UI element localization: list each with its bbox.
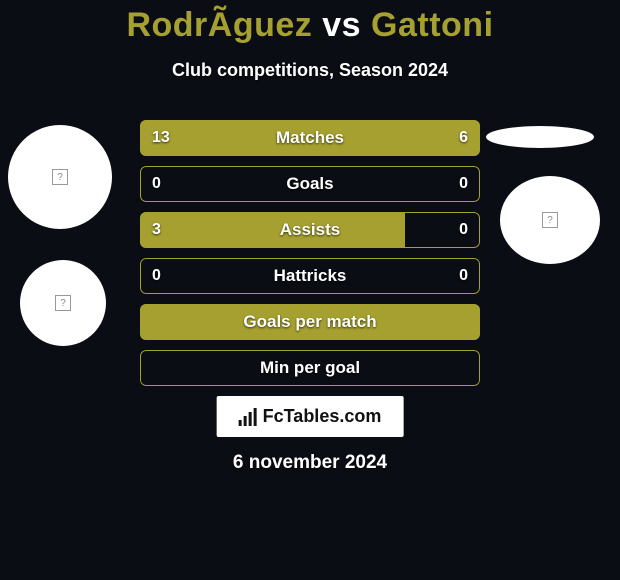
- stat-value-left: 13: [152, 120, 170, 156]
- stat-label: Min per goal: [140, 350, 480, 386]
- stat-label: Matches: [140, 120, 480, 156]
- subtitle: Club competitions, Season 2024: [0, 60, 620, 81]
- stat-value-left: 0: [152, 166, 161, 202]
- stat-value-right: 0: [459, 212, 468, 248]
- stat-value-left: 0: [152, 258, 161, 294]
- stat-value-left: 3: [152, 212, 161, 248]
- stat-label: Hattricks: [140, 258, 480, 294]
- stat-label: Goals: [140, 166, 480, 202]
- decorative-oval: [486, 126, 594, 148]
- date-text: 6 november 2024: [0, 452, 620, 474]
- player-avatar: ?: [8, 125, 112, 229]
- player1-name: RodrÃ­guez: [126, 6, 312, 44]
- placeholder-icon: ?: [52, 169, 68, 185]
- placeholder-icon: ?: [542, 212, 558, 228]
- stat-value-right: 6: [459, 120, 468, 156]
- stat-row: Goals0 0: [140, 166, 480, 202]
- comparison-bars: Matches136Goals00Assists30Hattricks00Goa…: [140, 120, 480, 396]
- page-title: RodrÃ­guez vs Gattoni: [0, 6, 620, 45]
- player2-name: Gattoni: [371, 6, 493, 44]
- placeholder-icon: ?: [55, 295, 71, 311]
- stat-row: Matches13 6: [140, 120, 480, 156]
- stat-label: Goals per match: [140, 304, 480, 340]
- watermark: FcTables.com: [217, 396, 404, 437]
- stat-row: Hattricks0 0: [140, 258, 480, 294]
- watermark-text: FcTables.com: [263, 406, 382, 427]
- stat-row: Assists3 0: [140, 212, 480, 248]
- stat-label: Assists: [140, 212, 480, 248]
- stat-row: Min per goal: [140, 350, 480, 386]
- player-avatar: ?: [500, 176, 600, 264]
- chart-icon: [239, 408, 257, 426]
- vs-text: vs: [322, 6, 361, 44]
- stat-value-right: 0: [459, 258, 468, 294]
- player-avatar: ?: [20, 260, 106, 346]
- stat-value-right: 0: [459, 166, 468, 202]
- stat-row: Goals per match: [140, 304, 480, 340]
